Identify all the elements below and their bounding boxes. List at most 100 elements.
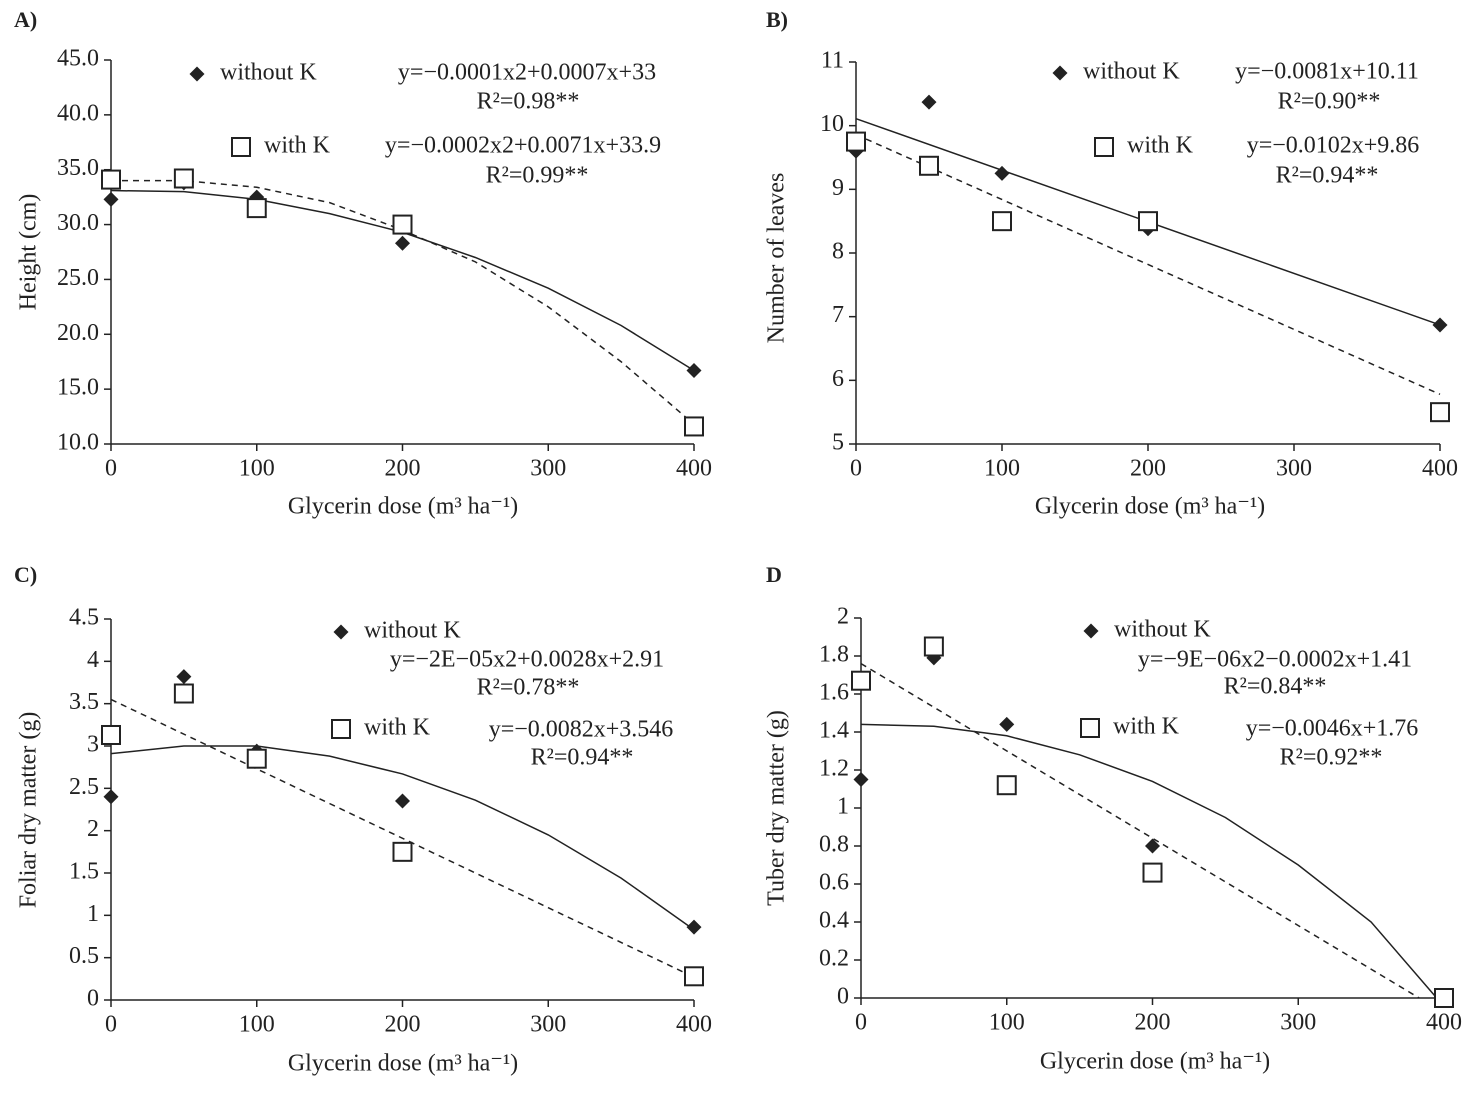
panel-label: B) [766, 7, 788, 32]
x-tick-label: 400 [1422, 456, 1458, 482]
data-point [173, 168, 194, 189]
data-point [684, 416, 704, 437]
x-tick-label: 200 [1130, 456, 1166, 482]
data-point [1142, 862, 1163, 883]
data-point [1145, 838, 1160, 854]
legend-marker [189, 66, 205, 82]
y-tick-label: 0.8 [819, 832, 849, 858]
x-tick-label: 200 [1135, 1010, 1171, 1036]
legend-marker [1094, 137, 1114, 157]
trend-line [110, 745, 695, 931]
y-tick-label: 4 [87, 647, 99, 673]
y-tick-label: 0.2 [819, 946, 849, 972]
y-tick-label: 3 [87, 732, 99, 758]
legend-marker [1083, 623, 1099, 639]
data-point [1430, 402, 1450, 423]
data-point [392, 841, 413, 862]
legend-label: without K [364, 618, 461, 644]
equation: y=−0.0102x+9.86 [1247, 133, 1420, 159]
r-squared: R²=0.99** [486, 163, 589, 189]
legend-label: without K [1083, 59, 1180, 85]
r-squared: R²=0.98** [477, 89, 580, 115]
x-tick-label: 200 [385, 1012, 421, 1038]
legend-label: with K [1127, 133, 1194, 159]
x-axis-title: Glycerin dose (m³ ha⁻¹) [288, 1051, 518, 1077]
panel-label: C) [14, 562, 37, 587]
y-tick-label: 45.0 [57, 46, 99, 72]
y-tick-label: 40.0 [57, 100, 99, 126]
legend-marker [333, 624, 349, 640]
y-tick-label: 1.2 [819, 756, 849, 782]
x-tick-label: 0 [850, 456, 862, 482]
y-tick-label: 9 [832, 175, 844, 201]
data-point [851, 670, 871, 691]
data-point [101, 169, 121, 190]
x-tick-label: 0 [105, 456, 117, 482]
y-tick-label: 1.6 [819, 680, 849, 706]
legend-label: with K [1113, 714, 1180, 740]
y-tick-label: 35.0 [57, 155, 99, 181]
y-tick-label: 4.5 [69, 605, 99, 631]
equation: y=−2E−05x2+0.0028x+2.91 [390, 647, 664, 673]
r-squared: R²=0.90** [1278, 89, 1381, 115]
legend-label: with K [364, 715, 431, 741]
trend-line [110, 698, 695, 978]
y-axis-title: Number of leaves [764, 173, 790, 344]
y-tick-label: 11 [821, 48, 844, 74]
y-tick-label: 1.5 [69, 859, 99, 885]
x-axis-title: Glycerin dose (m³ ha⁻¹) [288, 494, 518, 520]
y-tick-label: 0 [837, 984, 849, 1010]
trend-line [860, 723, 1438, 999]
x-tick-label: 0 [105, 1012, 117, 1038]
x-tick-label: 100 [989, 1010, 1025, 1036]
panel-label: A) [14, 7, 37, 32]
x-axis-title: Glycerin dose (m³ ha⁻¹) [1035, 494, 1265, 520]
trend-line [860, 662, 1420, 999]
y-tick-label: 20.0 [57, 320, 99, 346]
data-point [992, 211, 1012, 232]
y-axis-title: Tuber dry matter (g) [764, 710, 790, 906]
y-tick-label: 30.0 [57, 210, 99, 236]
y-tick-label: 15.0 [57, 375, 99, 401]
data-point [1138, 211, 1158, 232]
panel-label: D [766, 562, 782, 587]
equation: y=−0.0046x+1.76 [1246, 716, 1419, 742]
y-tick-label: 0.5 [69, 943, 99, 969]
x-tick-label: 400 [1426, 1010, 1462, 1036]
y-tick-label: 8 [832, 239, 844, 265]
r-squared: R²=0.78** [477, 675, 580, 701]
r-squared: R²=0.84** [1224, 674, 1327, 700]
y-tick-label: 3.5 [69, 689, 99, 715]
data-point [923, 636, 944, 657]
y-tick-label: 1.4 [819, 718, 849, 744]
x-tick-label: 400 [676, 456, 712, 482]
data-point [1434, 988, 1454, 1008]
x-tick-label: 100 [984, 456, 1020, 482]
y-tick-label: 2.5 [69, 774, 99, 800]
data-point [173, 683, 194, 704]
data-point [996, 775, 1017, 796]
data-point [846, 131, 866, 152]
data-point [395, 235, 410, 251]
y-tick-label: 2 [837, 604, 849, 630]
legend-label: without K [1114, 617, 1211, 643]
x-tick-label: 300 [1280, 1010, 1316, 1036]
data-point [999, 716, 1015, 732]
y-tick-label: 1 [87, 901, 99, 927]
data-point [176, 669, 192, 685]
data-point [921, 94, 937, 110]
equation: y=−0.0002x2+0.0071x+33.9 [385, 133, 661, 159]
x-tick-label: 0 [855, 1010, 867, 1036]
data-point [101, 724, 121, 745]
x-axis-title: Glycerin dose (m³ ha⁻¹) [1040, 1049, 1270, 1075]
y-tick-label: 5 [832, 430, 844, 456]
r-squared: R²=0.94** [531, 745, 634, 771]
data-point [103, 789, 119, 805]
y-axis-title: Height (cm) [16, 194, 42, 311]
y-tick-label: 25.0 [57, 265, 99, 291]
y-tick-label: 2 [87, 816, 99, 842]
equation: y=−0.0081x+10.11 [1235, 59, 1419, 85]
x-tick-label: 100 [239, 1012, 275, 1038]
y-axis-title: Foliar dry matter (g) [16, 712, 42, 909]
legend-marker [231, 137, 251, 157]
